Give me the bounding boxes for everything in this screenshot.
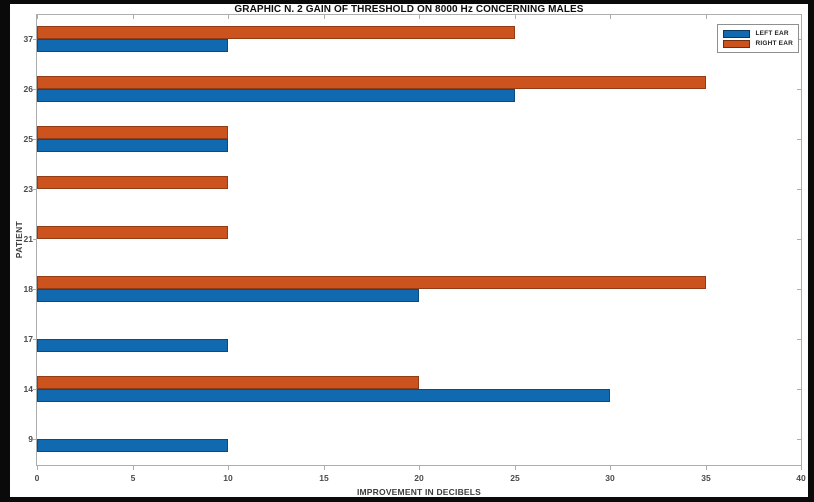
y-tick-label: 9 (28, 434, 33, 444)
legend-item-right-ear: RIGHT EAR (723, 39, 793, 48)
bar-left-ear-18 (37, 289, 419, 302)
bar-right-ear-37 (37, 26, 515, 39)
x-tick (515, 465, 516, 470)
y-tick (797, 89, 801, 90)
x-axis-label: IMPROVEMENT IN DECIBELS (356, 487, 482, 497)
y-tick (797, 139, 801, 140)
y-tick (33, 239, 37, 240)
y-tick (797, 189, 801, 190)
bar-left-ear-17 (37, 339, 228, 352)
x-tick (324, 465, 325, 470)
x-tick-label: 30 (605, 473, 615, 483)
bar-right-ear-18 (37, 276, 706, 289)
y-tick-label: 37 (23, 34, 33, 44)
x-tick (324, 15, 325, 19)
y-tick (797, 439, 801, 440)
x-tick (801, 15, 802, 19)
bar-left-ear-14 (37, 389, 610, 402)
plot-area: LEFT EAR RIGHT EAR 37 26 25 23 21 18 17 14 9 0 5 10 1… (24, 14, 806, 483)
x-tick (801, 465, 802, 470)
y-tick (797, 389, 801, 390)
chart-title: GRAPHIC N. 2 GAIN OF THRESHOLD ON 8000 H… (234, 4, 584, 15)
legend-label-right-ear: RIGHT EAR (755, 40, 793, 47)
legend: LEFT EAR RIGHT EAR (717, 24, 799, 53)
x-tick (37, 15, 38, 19)
x-tick (419, 465, 420, 470)
y-tick-label: 23 (23, 184, 33, 194)
x-tick (610, 465, 611, 470)
bar-right-ear-26 (37, 76, 706, 89)
y-tick (797, 289, 801, 290)
x-tick-label: 35 (701, 473, 711, 483)
y-tick-label: 14 (23, 384, 33, 394)
x-tick (228, 15, 229, 19)
bar-right-ear-21 (37, 226, 228, 239)
x-tick-label: 0 (34, 473, 40, 483)
x-tick (706, 15, 707, 19)
bar-right-ear-14 (37, 376, 419, 389)
x-tick (706, 465, 707, 470)
legend-label-left-ear: LEFT EAR (755, 30, 789, 37)
bar-right-ear-25 (37, 126, 228, 139)
y-tick-label: 25 (23, 134, 33, 144)
bar-left-ear-26 (37, 89, 515, 102)
x-tick-label: 40 (796, 473, 806, 483)
y-tick (797, 339, 801, 340)
x-tick-label: 10 (223, 473, 233, 483)
legend-swatch-left-ear (723, 29, 751, 38)
figure: GRAPHIC N. 2 GAIN OF THRESHOLD ON 8000 H… (10, 4, 808, 497)
x-tick-label: 5 (130, 473, 136, 483)
y-tick (33, 189, 37, 190)
x-tick (133, 15, 134, 19)
bar-left-ear-37 (37, 39, 228, 52)
legend-swatch-right-ear (723, 39, 751, 48)
x-tick (419, 15, 420, 19)
y-tick (33, 139, 37, 140)
y-tick (797, 39, 801, 40)
bar-left-ear-9 (37, 439, 228, 452)
legend-item-left-ear: LEFT EAR (723, 29, 793, 38)
y-tick (33, 289, 37, 290)
x-tick-label: 20 (414, 473, 424, 483)
y-tick (797, 239, 801, 240)
x-tick (610, 15, 611, 19)
bar-right-ear-23 (37, 176, 228, 189)
bar-left-ear-25 (37, 139, 228, 152)
y-tick-label: 21 (23, 234, 33, 244)
y-tick-label: 17 (23, 334, 33, 344)
y-tick-label: 18 (23, 284, 33, 294)
y-tick (33, 39, 37, 40)
x-tick-label: 15 (319, 473, 329, 483)
y-tick (33, 339, 37, 340)
x-tick-label: 25 (510, 473, 520, 483)
x-tick (228, 465, 229, 470)
y-tick (33, 89, 37, 90)
y-tick (33, 389, 37, 390)
y-axis-label: PATIENT (14, 221, 24, 259)
x-tick (133, 465, 134, 470)
x-tick (37, 465, 38, 470)
x-tick (515, 15, 516, 19)
y-tick (33, 439, 37, 440)
y-tick-label: 26 (23, 84, 33, 94)
